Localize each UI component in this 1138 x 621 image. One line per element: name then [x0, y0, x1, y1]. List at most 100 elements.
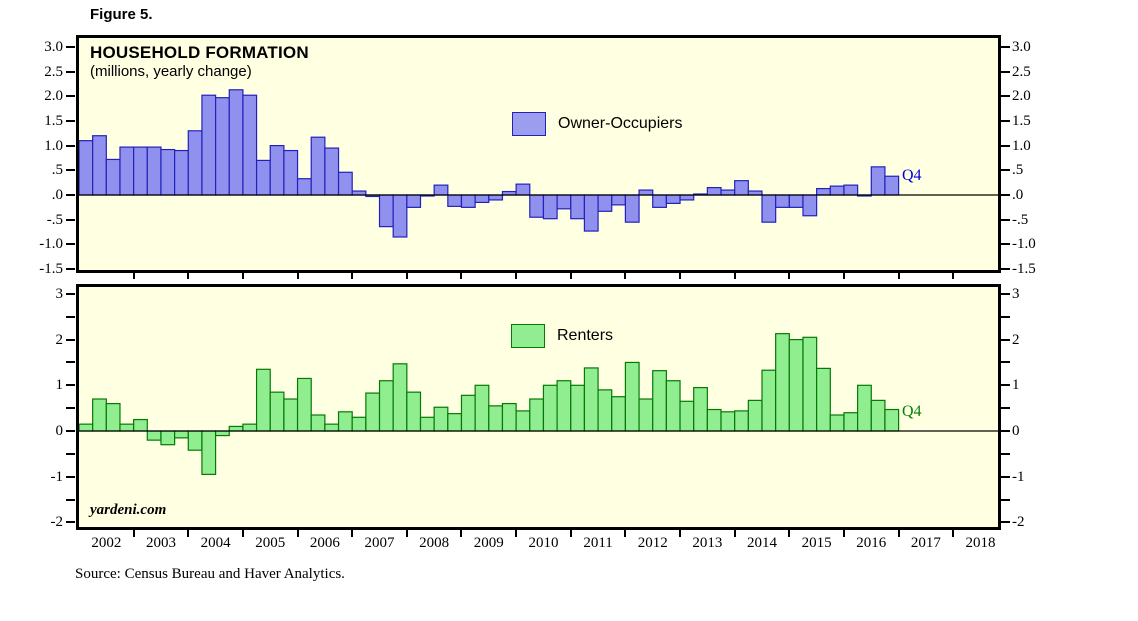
y-axis-tick: [66, 315, 75, 318]
bar: [215, 97, 230, 196]
y-axis-label: 2.0: [44, 88, 63, 105]
y-axis-tick: [1001, 268, 1010, 271]
y-axis-tick: [66, 218, 75, 221]
y-axis-label: 1.0: [44, 137, 63, 154]
x-axis-tick: [842, 530, 845, 537]
bar: [829, 414, 845, 432]
x-axis-tick: [241, 272, 244, 279]
y-axis-tick: [1001, 70, 1010, 73]
chart-title: HOUSEHOLD FORMATION: [90, 43, 309, 62]
bar: [174, 430, 189, 439]
x-axis-year-label: 2007: [364, 535, 395, 551]
y-axis-label: -2: [1012, 514, 1025, 531]
y-axis-tick: [66, 452, 75, 455]
y-axis-tick: [66, 430, 75, 432]
bar: [624, 361, 640, 432]
x-axis-year-label: 2017: [910, 535, 941, 551]
y-axis-tick: [66, 498, 75, 501]
bar: [720, 411, 736, 432]
x-axis-year-label: 2018: [965, 535, 996, 551]
y-axis-tick: [1001, 169, 1010, 172]
bar: [829, 185, 845, 196]
bar: [324, 423, 340, 432]
bar: [337, 171, 353, 196]
bar: [378, 194, 394, 228]
x-axis-year-label: 2009: [473, 535, 504, 551]
bar: [542, 194, 558, 220]
x-axis-year-label: 2005: [255, 535, 286, 551]
y-axis-label: 1.5: [1012, 112, 1031, 129]
x-axis-year-label: 2014: [747, 535, 777, 551]
bar: [802, 336, 818, 432]
bar: [174, 149, 189, 196]
bar: [529, 194, 545, 218]
y-axis-tick: [1001, 315, 1010, 318]
y-axis-label: 2.5: [44, 63, 63, 80]
bar: [269, 391, 285, 432]
y-axis-tick: [66, 475, 75, 478]
y-axis-tick: [66, 144, 75, 147]
y-axis-tick: [1001, 243, 1010, 246]
bar: [79, 423, 94, 432]
y-axis-tick: [66, 169, 75, 172]
bar: [433, 406, 449, 432]
bar: [611, 396, 626, 432]
y-axis-tick: [1001, 475, 1010, 478]
bar: [816, 367, 831, 432]
x-axis-year-label: 2016: [856, 535, 887, 551]
bar: [857, 384, 872, 432]
bar: [406, 194, 422, 208]
owner-last-quarter-annotation: Q4: [902, 167, 922, 184]
renters-bars: [79, 333, 998, 476]
y-axis-label: -.5: [46, 211, 63, 228]
y-axis-label: .5: [1012, 162, 1024, 179]
legend-renters-label: Renters: [557, 327, 614, 344]
y-axis-label: 0: [55, 423, 64, 439]
bar: [529, 398, 545, 432]
bar: [310, 136, 326, 196]
x-axis-tick: [241, 530, 244, 537]
bar: [679, 400, 695, 432]
bar: [706, 186, 722, 196]
bar: [474, 194, 490, 204]
bar: [433, 184, 449, 196]
bar: [542, 384, 558, 432]
bar: [105, 402, 121, 432]
bar: [351, 416, 367, 432]
bar: [460, 194, 476, 208]
bar: [652, 370, 667, 432]
bar: [215, 430, 230, 437]
y-axis-tick: [1001, 338, 1010, 341]
bar: [228, 89, 244, 196]
y-axis-label: 2.5: [1012, 63, 1031, 80]
bar: [283, 398, 299, 432]
y-axis-label: 3: [1012, 285, 1020, 302]
x-axis-tick: [679, 530, 682, 537]
bar: [788, 338, 804, 432]
bar: [406, 391, 422, 432]
bar: [624, 194, 640, 223]
x-axis-tick: [788, 530, 791, 537]
bar: [884, 408, 900, 432]
y-axis-tick: [66, 45, 75, 48]
x-axis-tick: [897, 530, 900, 537]
x-axis-tick: [296, 530, 299, 537]
bar: [693, 386, 708, 432]
bar: [761, 194, 777, 223]
x-axis-tick: [679, 272, 682, 279]
bar: [133, 146, 148, 196]
bar: [187, 130, 203, 196]
y-axis-label: 1.5: [44, 112, 63, 129]
renters-swatch-icon: [511, 324, 545, 348]
bar: [638, 189, 654, 196]
bar: [255, 159, 271, 196]
y-axis-label: 2: [1012, 331, 1020, 348]
x-axis-year-label: 2003: [145, 535, 176, 551]
x-axis-year-label: 2002: [91, 535, 122, 551]
renter-last-quarter-annotation: Q4: [902, 403, 922, 420]
x-axis-year-label: 2012: [637, 535, 668, 551]
y-axis-tick: [1001, 218, 1010, 221]
bar: [146, 430, 162, 441]
x-axis-year-label: 2004: [200, 535, 231, 551]
bar: [296, 178, 312, 196]
